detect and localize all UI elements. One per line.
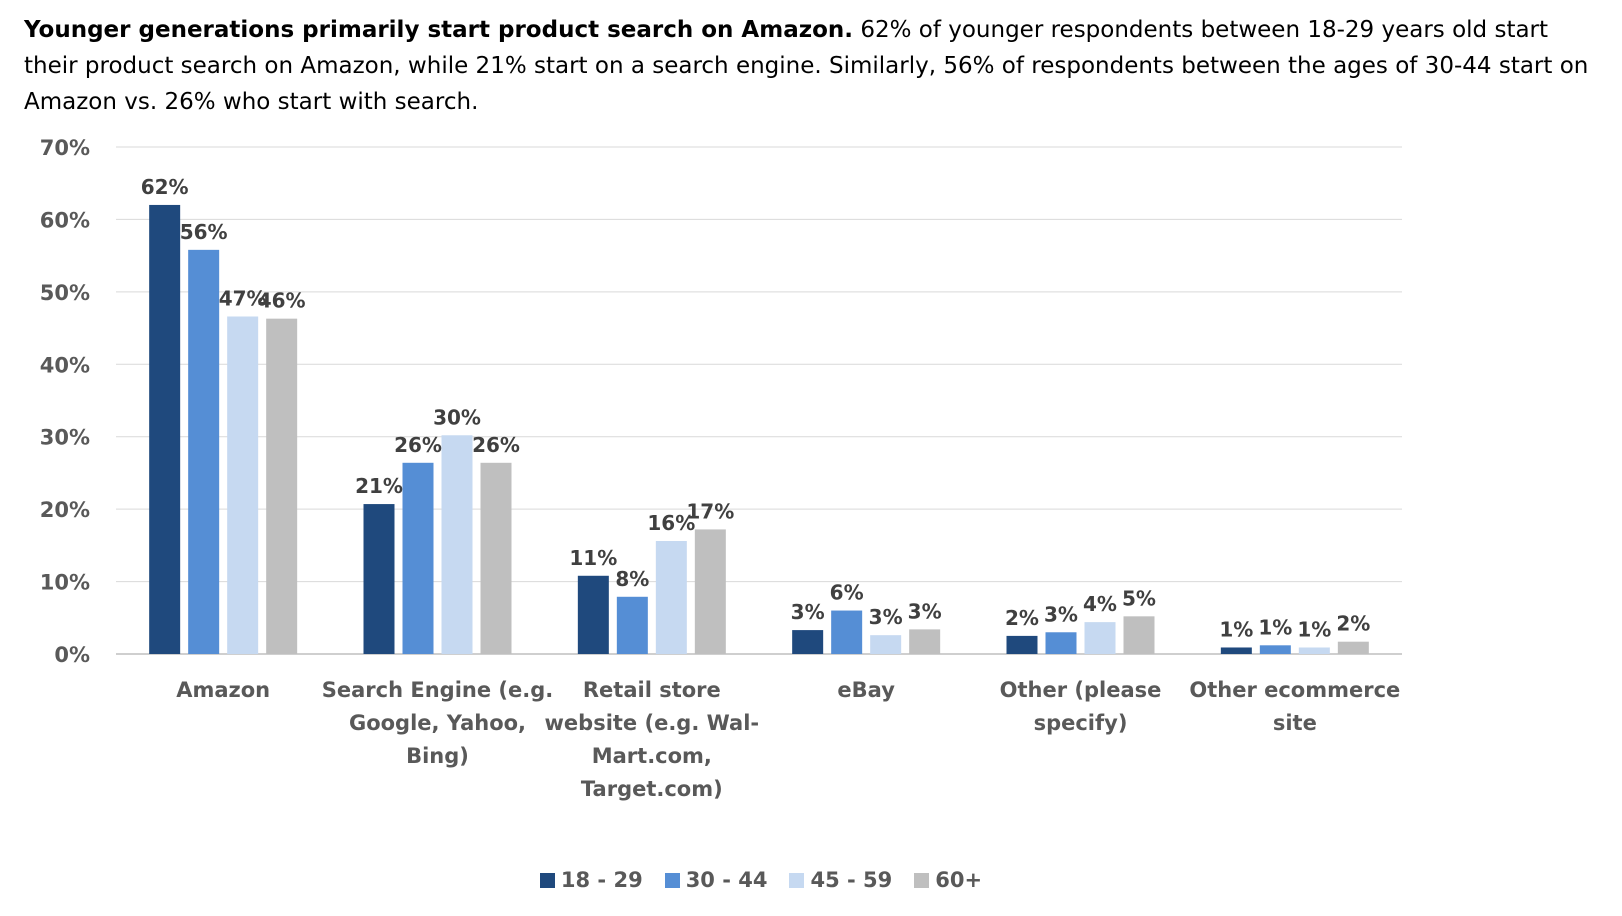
x-category-label-line: Target.com) <box>581 777 723 801</box>
data-label: 21% <box>355 474 403 498</box>
legend-label: 60+ <box>935 868 983 892</box>
data-label: 16% <box>647 511 695 535</box>
legend-swatch <box>914 872 930 888</box>
data-label: 11% <box>569 546 617 570</box>
y-tick-label: 10% <box>40 571 90 595</box>
bar <box>870 635 902 654</box>
bar <box>363 504 395 654</box>
bar <box>1006 635 1038 654</box>
bar <box>792 630 824 654</box>
data-label: 3% <box>1044 602 1078 626</box>
bar <box>1259 645 1291 654</box>
bar <box>1084 622 1116 654</box>
data-label: 2% <box>1005 606 1039 630</box>
intro-bold: Younger generations primarily start prod… <box>24 17 854 43</box>
x-category-label-line: specify) <box>1034 711 1128 735</box>
x-category-label-line: Google, Yahoo, <box>349 711 526 735</box>
legend-item: 45 - 59 <box>789 868 892 892</box>
bar <box>694 529 726 654</box>
data-label: 1% <box>1219 617 1253 641</box>
legend-label: 18 - 29 <box>560 868 643 892</box>
y-tick-label: 20% <box>40 498 90 522</box>
data-label: 5% <box>1122 586 1156 610</box>
bar <box>441 435 473 654</box>
bar <box>1045 632 1077 654</box>
data-label: 1% <box>1297 617 1331 641</box>
legend-swatch <box>789 872 805 888</box>
data-label: 17% <box>686 499 734 523</box>
y-tick-label: 0% <box>54 643 90 667</box>
bar <box>1337 641 1369 654</box>
intro-paragraph: Younger generations primarily start prod… <box>24 12 1604 120</box>
bar <box>577 575 609 654</box>
x-category-label-line: Retail store <box>583 678 721 702</box>
intro-text: 62% of younger respondents between 18-29… <box>24 17 1589 115</box>
legend-label: 30 - 44 <box>685 868 768 892</box>
bar <box>1220 647 1252 654</box>
data-label: 2% <box>1336 612 1370 636</box>
data-label: 3% <box>908 599 942 623</box>
x-category-label: Retail store website (e.g. Wal- Mart.com, T… <box>545 678 760 801</box>
x-category-label: eBay <box>837 678 895 702</box>
legend-item: 18 - 29 <box>539 868 643 892</box>
bar <box>480 462 512 654</box>
data-label: 1% <box>1258 615 1292 639</box>
legend-item: 30 - 44 <box>664 868 768 892</box>
x-category-label-line: eBay <box>837 678 895 702</box>
bar <box>188 249 220 654</box>
bar <box>149 204 181 654</box>
y-tick-label: 40% <box>40 353 90 377</box>
x-category-label-line: website (e.g. Wal- <box>545 711 760 735</box>
bar <box>1123 616 1155 654</box>
x-category-label-line: Bing) <box>406 744 469 768</box>
data-label: 4% <box>1083 592 1117 616</box>
bar <box>227 316 259 654</box>
x-category-label-line: Amazon <box>176 678 270 702</box>
x-category-label-line: Other ecommerce <box>1189 678 1400 702</box>
data-label: 46% <box>258 289 306 313</box>
bar-chart: 0% 10% 20% 30% 40% 50% 60% 70% 62% 56% 47%46% Amazo… <box>40 136 1402 801</box>
data-label: 56% <box>180 220 228 244</box>
x-category-label-line: Mart.com, <box>592 744 712 768</box>
data-label: 8% <box>615 567 649 591</box>
x-category-label: Other (please specify) <box>1000 678 1162 735</box>
bar <box>266 318 298 654</box>
y-tick-label: 70% <box>40 136 90 160</box>
bar <box>909 629 941 654</box>
y-tick-label: 60% <box>40 208 90 232</box>
bar <box>831 610 863 654</box>
data-label: 26% <box>472 433 520 457</box>
bar <box>1298 647 1330 654</box>
x-category-label-line: site <box>1273 711 1317 735</box>
x-category-label: Search Engine (e.g. Google, Yahoo, Bing) <box>322 678 553 768</box>
data-label: 3% <box>869 605 903 629</box>
legend-item: 60+ <box>914 868 982 892</box>
data-label: 30% <box>433 405 481 429</box>
legend-swatch <box>539 872 555 888</box>
x-category-label: Other ecommerce site <box>1189 678 1400 735</box>
legend-swatch <box>664 872 680 888</box>
data-label: 62% <box>141 175 189 199</box>
legend: 18 - 29 30 - 44 45 - 59 60+ <box>0 868 1572 892</box>
y-tick-label: 50% <box>40 281 90 305</box>
data-label: 6% <box>830 581 864 605</box>
x-category-label-line: Search Engine (e.g. <box>322 678 553 702</box>
data-label: 3% <box>791 600 825 624</box>
bar <box>616 596 648 654</box>
x-category-label-line: Other (please <box>1000 678 1162 702</box>
bar <box>402 462 434 654</box>
bar <box>655 541 687 654</box>
data-label: 26% <box>394 433 442 457</box>
y-tick-label: 30% <box>40 426 90 450</box>
x-category-label: Amazon <box>176 678 270 702</box>
legend-label: 45 - 59 <box>810 868 893 892</box>
data-label: 47% <box>219 286 267 310</box>
